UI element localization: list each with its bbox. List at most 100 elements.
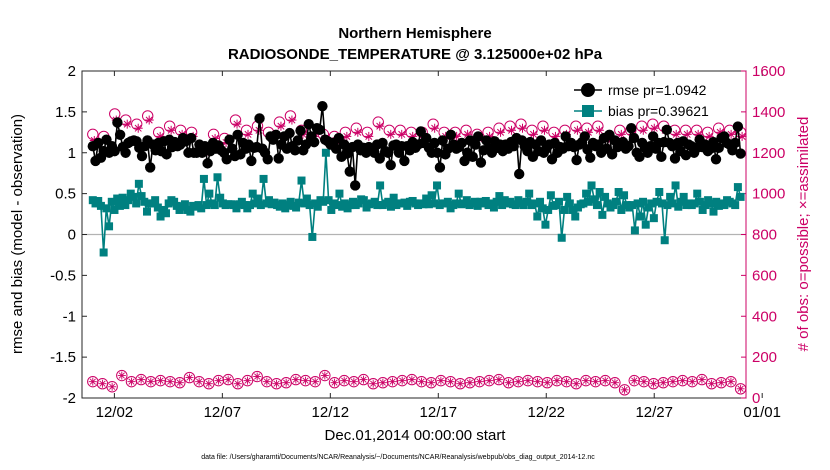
bias-point: [628, 201, 637, 210]
bias-point: [137, 192, 146, 201]
rmse-point: [434, 162, 446, 173]
obs-assimilated-point: [518, 123, 528, 133]
obs-low-assimilated-point: [369, 379, 378, 388]
obs-low-assimilated-point: [659, 378, 668, 387]
bias-point: [105, 222, 114, 231]
bias-point: [546, 191, 555, 200]
obs-low-possible-point: [696, 373, 708, 386]
obs-low-possible-point: [628, 374, 640, 387]
bias-point: [652, 197, 661, 206]
bias-point: [118, 193, 127, 202]
obs-low-possible-point: [483, 374, 495, 387]
rmse-point: [273, 153, 284, 164]
obs-low-assimilated-point: [504, 378, 513, 387]
bias-point: [216, 193, 225, 202]
obs-low-assimilated-point: [610, 378, 619, 387]
obs-low-assimilated-point: [388, 377, 397, 386]
obs-assimilated-point: [122, 119, 132, 129]
rmse-point: [475, 157, 487, 168]
obs-low-possible-point: [106, 381, 118, 393]
bias-point: [663, 201, 672, 210]
rmse-point: [669, 153, 681, 164]
bias-point: [248, 189, 257, 198]
legend-marker-rmse: [581, 83, 595, 97]
bias-point: [102, 204, 111, 213]
y-right-tick-label: 1600: [752, 63, 785, 80]
bias-point: [376, 181, 385, 190]
bias-point: [443, 197, 452, 206]
obs-low-possible-point: [618, 384, 631, 396]
bias-point: [666, 192, 675, 201]
bias-point: [470, 197, 479, 206]
obs-low-possible-point: [377, 376, 389, 389]
bias-point: [292, 203, 301, 212]
rmse-point: [246, 155, 257, 167]
rmse-point: [626, 123, 637, 134]
obs-low-possible-point: [734, 383, 747, 395]
x-tick-label: 12/02: [96, 404, 134, 421]
y-left-tick-label: 2: [68, 63, 76, 80]
bias-point: [197, 204, 206, 213]
obs-low-assimilated-point: [601, 376, 610, 385]
obs-low-possible-point: [657, 376, 669, 389]
rmse-point: [481, 135, 492, 146]
obs-assimilated-point: [353, 127, 363, 137]
bias-point: [598, 210, 607, 219]
bias-point: [592, 201, 601, 210]
obs-low-possible-point: [299, 374, 312, 387]
bias-point: [590, 195, 599, 204]
bias-point: [305, 201, 314, 210]
y-left-tick-label: -1: [63, 308, 76, 325]
y-right-tick-label: 400: [752, 308, 777, 325]
bias-point: [199, 174, 208, 183]
bias-point: [96, 201, 105, 210]
obs-assimilated-point: [594, 125, 604, 135]
rmse-point: [680, 150, 692, 161]
bias-point: [140, 197, 149, 206]
obs-low-assimilated-point: [320, 371, 329, 380]
obs-low-possible-point: [309, 375, 321, 388]
obs-low-possible-point: [512, 375, 524, 388]
rmse-point: [606, 149, 618, 160]
obs-low-assimilated-point: [214, 376, 223, 385]
bias-point: [452, 199, 461, 208]
bias-point: [489, 203, 498, 212]
bias-point: [582, 189, 591, 198]
bias-point: [251, 199, 260, 208]
bias-point: [720, 201, 729, 210]
obs-low-assimilated-point: [543, 378, 552, 387]
obs-low-assimilated-point: [185, 373, 194, 382]
bias-point: [495, 192, 504, 201]
bias-point: [544, 205, 553, 214]
bias-point: [340, 199, 349, 208]
bias-point: [587, 181, 596, 190]
obs-assimilated-point: [671, 129, 681, 139]
bias-point: [647, 199, 656, 208]
obs-low-assimilated-point: [639, 377, 648, 386]
obs-low-possible-point: [386, 375, 399, 388]
rmse-point: [254, 113, 265, 124]
obs-low-assimilated-point: [562, 377, 571, 386]
obs-low-assimilated-point: [591, 377, 600, 386]
bias-point: [113, 194, 122, 203]
obs-low-possible-point: [251, 370, 263, 383]
rmse-point: [661, 124, 673, 136]
bias-point: [679, 192, 688, 201]
bias-point: [278, 199, 287, 208]
rmse-point: [628, 132, 640, 144]
bias-point: [601, 192, 610, 201]
obs-low-assimilated-point: [146, 377, 155, 386]
obs-assimilated-point: [342, 131, 352, 141]
obs-low-assimilated-point: [427, 378, 436, 387]
rmse-point: [120, 147, 131, 158]
rmse-point: [114, 129, 126, 140]
obs-low-possible-point: [667, 375, 679, 388]
obs-low-assimilated-point: [552, 376, 561, 385]
obs-low-assimilated-point: [137, 375, 146, 384]
y-right-tick-label: 600: [752, 267, 777, 284]
obs-assimilated-point: [232, 119, 242, 129]
obs-low-possible-point: [454, 377, 466, 390]
legend: rmse pr=1.0942 bias pr=0.39621: [574, 82, 709, 119]
rmse-point: [472, 131, 484, 142]
obs-low-assimilated-point: [620, 385, 629, 394]
